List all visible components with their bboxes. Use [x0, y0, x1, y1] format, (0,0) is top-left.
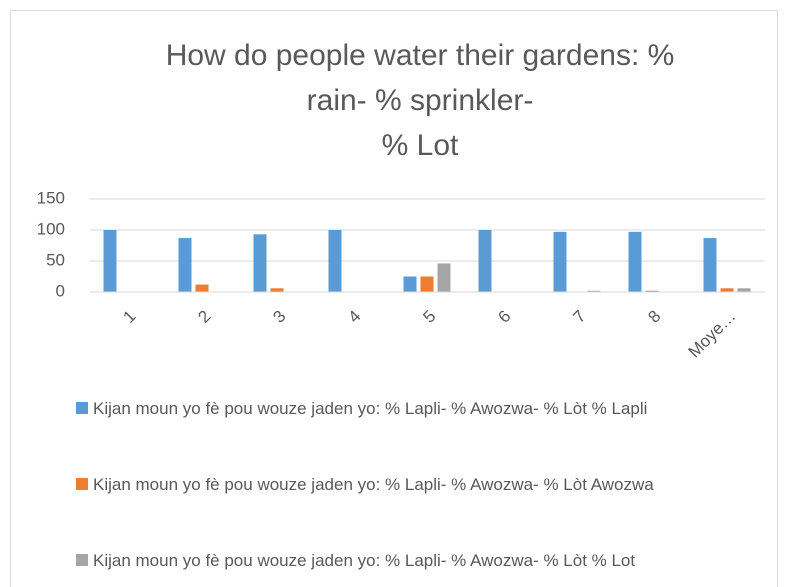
bar	[328, 230, 342, 292]
bar	[437, 263, 451, 292]
bar	[103, 230, 117, 292]
legend-entry: Kijan moun yo fè pou wouze jaden yo: % L…	[76, 396, 756, 422]
chart-border	[10, 10, 778, 587]
legend-swatch	[76, 402, 88, 414]
bar	[587, 290, 601, 292]
y-tick-label: 150	[37, 188, 65, 207]
bar	[420, 276, 434, 292]
bar	[478, 230, 492, 292]
legend-label: Kijan moun yo fè pou wouze jaden yo: % L…	[93, 475, 654, 494]
legend-label: Kijan moun yo fè pou wouze jaden yo: % L…	[93, 551, 636, 570]
legend-label: Kijan moun yo fè pou wouze jaden yo: % L…	[93, 399, 648, 418]
bar	[178, 238, 192, 292]
legend-entry: Kijan moun yo fè pou wouze jaden yo: % L…	[76, 548, 756, 574]
bar	[645, 290, 659, 292]
legend-swatch	[76, 554, 88, 566]
bar	[253, 234, 267, 292]
chart-title: rain- % sprinkler-	[307, 84, 534, 117]
bar	[553, 231, 567, 292]
bar	[737, 288, 751, 292]
bar	[628, 231, 642, 292]
legend-entry: Kijan moun yo fè pou wouze jaden yo: % L…	[76, 472, 756, 498]
bar	[403, 276, 417, 292]
bar	[270, 288, 284, 292]
bar	[720, 288, 734, 292]
bar	[195, 284, 209, 292]
legend-swatch	[76, 478, 88, 490]
bar	[703, 238, 717, 292]
y-tick-label: 50	[46, 250, 65, 269]
y-tick-label: 100	[37, 219, 65, 238]
y-tick-label: 0	[56, 281, 65, 300]
chart-title: How do people water their gardens: %	[166, 39, 675, 72]
chart-title: % Lot	[382, 129, 459, 162]
